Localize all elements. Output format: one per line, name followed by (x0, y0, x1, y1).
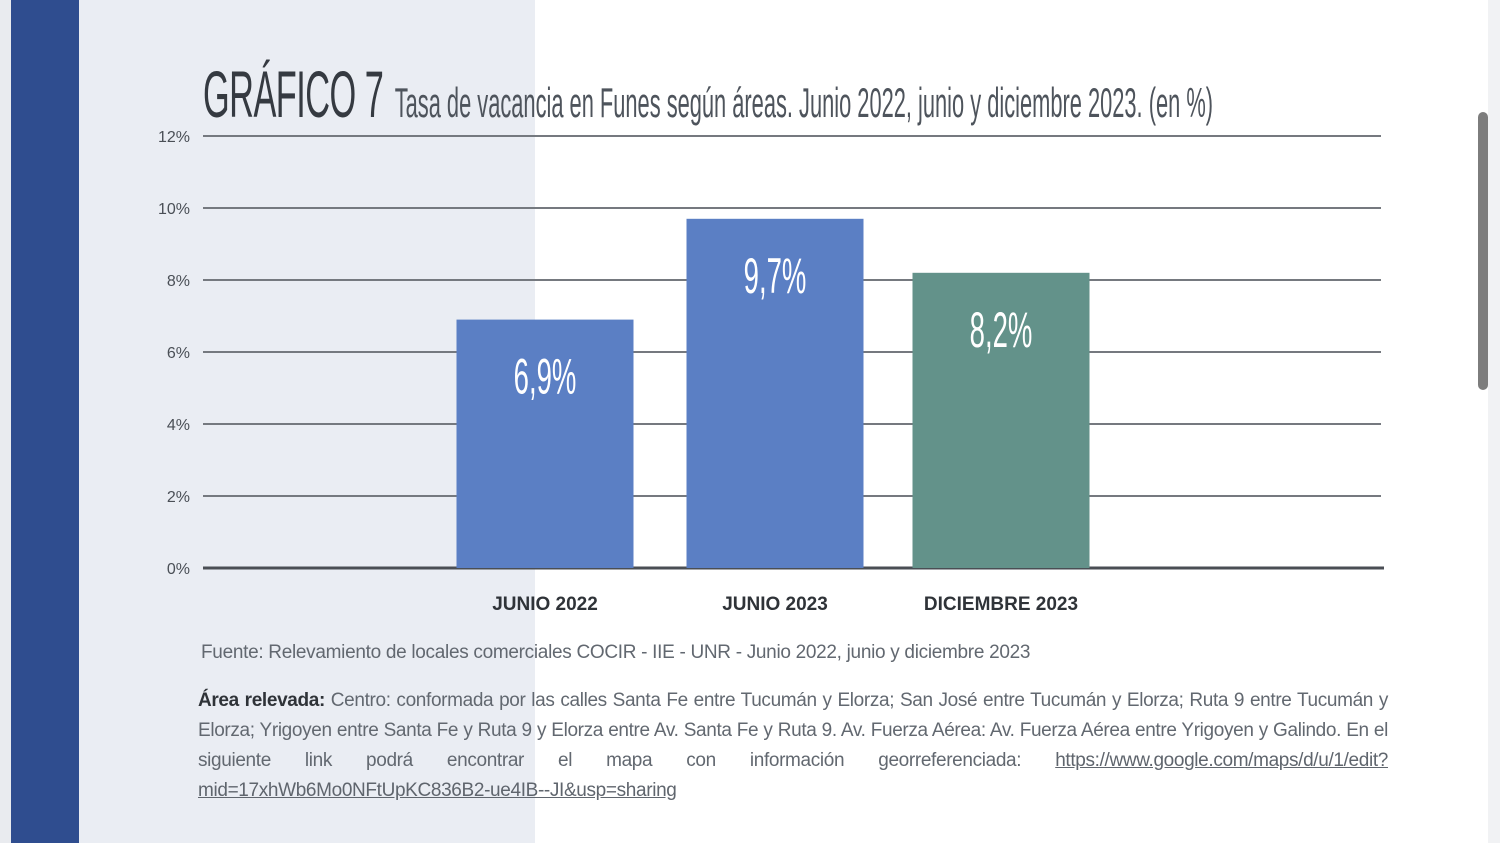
figure-label: GRÁFICO 7 (203, 57, 384, 131)
scrollbar-thumb[interactable] (1478, 112, 1488, 390)
y-tick-label: 12% (158, 129, 190, 146)
area-note-label: Área relevada: (198, 690, 325, 711)
x-category-label: JUNIO 2022 (492, 594, 598, 615)
bar-data-label: 8,2% (970, 301, 1033, 358)
y-tick-label: 10% (158, 201, 190, 218)
y-tick-label: 0% (167, 561, 190, 578)
area-note-text: Centro: conformada por las calles Santa … (198, 690, 1388, 771)
bar-data-label: 9,7% (744, 247, 807, 304)
chart-title: GRÁFICO 7 Tasa de vacancia en Funes según… (203, 56, 1213, 132)
bar-data-label: 6,9% (514, 348, 577, 405)
x-category-label: DICIEMBRE 2023 (924, 594, 1078, 615)
y-tick-label: 8% (167, 273, 190, 290)
y-tick-label: 4% (167, 417, 190, 434)
viewer-scrollbar-track[interactable] (1488, 0, 1500, 843)
area-note: Área relevada: Centro: conformada por la… (198, 686, 1388, 806)
chart-subtitle: Tasa de vacancia en Funes según áreas. J… (394, 79, 1214, 126)
document-side-band (11, 0, 79, 843)
x-category-label: JUNIO 2023 (722, 594, 828, 615)
bar (456, 319, 634, 568)
y-tick-label: 2% (167, 489, 190, 506)
bar (686, 218, 864, 569)
y-tick-label: 6% (167, 345, 190, 362)
bar (912, 272, 1090, 568)
map-link[interactable]: https://www.google.com/maps/d/u/1/edit?m… (198, 750, 1388, 801)
source-note: Fuente: Relevamiento de locales comercia… (201, 642, 1031, 663)
page-left-margin (0, 0, 11, 843)
